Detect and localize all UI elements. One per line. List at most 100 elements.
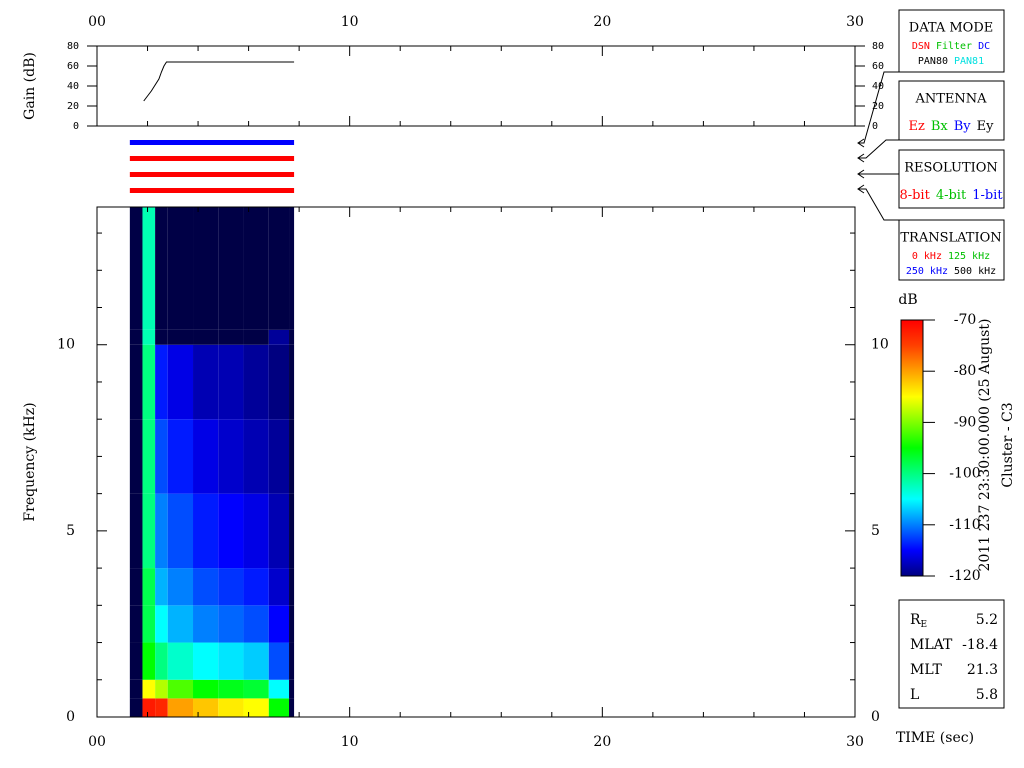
status-bar [129, 172, 295, 177]
side-text: Cluster - C3 [1000, 402, 1016, 487]
info-value: 21.3 [967, 662, 998, 678]
heatmap-cell [243, 344, 269, 420]
heatmap-cell [193, 698, 219, 717]
box-row: DSN Filter DC [912, 41, 990, 52]
heatmap-cell [218, 642, 244, 680]
heatmap-cell [243, 698, 269, 717]
box-item: DC [978, 41, 990, 52]
heatmap-cell [268, 605, 290, 643]
colorbar-tick-label: -110 [949, 517, 980, 533]
box-frame [898, 9, 1005, 73]
heatmap-cell [268, 344, 290, 420]
y-tick-label: 20 [872, 101, 884, 112]
gain-frame [96, 45, 856, 127]
heatmap-cell [218, 679, 244, 699]
box-item: Ez [909, 119, 925, 134]
heatmap-cell [268, 642, 290, 680]
info-value: 5.8 [976, 687, 998, 703]
heatmap-cell [129, 568, 143, 606]
box-title: RESOLUTION [904, 161, 998, 176]
heatmap-cell [129, 207, 143, 330]
heatmap-cell [193, 344, 219, 420]
x-axis-label: TIME (sec) [896, 730, 974, 746]
x-tick-label: 30 [846, 14, 864, 30]
heatmap-cell [142, 207, 156, 330]
heatmap-cell [268, 679, 290, 699]
heatmap-cell [155, 698, 168, 717]
heatmap-cell [243, 493, 269, 569]
x-tick-label: 00 [88, 734, 106, 750]
info-label-text: R [910, 612, 921, 628]
heatmap-cell [155, 419, 168, 494]
info-label: RE [910, 612, 927, 630]
heatmap-cell [289, 568, 295, 606]
heatmap-cell [218, 344, 244, 420]
box-frame [898, 219, 1005, 281]
heatmap-cell [155, 329, 168, 345]
y-tick-label: 10 [871, 337, 889, 353]
y-tick-label: 0 [872, 121, 878, 132]
y-tick-label: 0 [66, 709, 75, 725]
heatmap-cell [218, 329, 244, 345]
heatmap-cell [167, 568, 194, 606]
y-tick-label: 0 [73, 121, 79, 132]
x-tick-label: 00 [88, 14, 106, 30]
heatmap-cell [129, 698, 143, 717]
heatmap-cell [142, 419, 156, 494]
heatmap-cell [218, 419, 244, 494]
box-item: 125 kHz [948, 251, 990, 262]
x-tick-label: 30 [846, 734, 864, 750]
heatmap-cell [218, 698, 244, 717]
colorbar-title: dB [898, 292, 917, 308]
heatmap-cell [193, 605, 219, 643]
box-title: TRANSLATION [900, 231, 1001, 246]
heatmap-cell [218, 207, 244, 330]
y-tick-label: 40 [67, 81, 79, 92]
info-frame [898, 599, 1005, 709]
heatmap-cell [243, 679, 269, 699]
status-bar [129, 140, 295, 145]
heatmap-cell [142, 493, 156, 569]
box-row: 0 kHz 125 kHz [912, 251, 990, 262]
heatmap-cell [193, 207, 219, 330]
y-axis-label: Gain (dB) [22, 52, 38, 120]
y-tick-label: 60 [872, 61, 884, 72]
colorbar-tick-label: -70 [954, 312, 977, 328]
box-item: 1-bit [972, 188, 1003, 203]
info-value: 5.2 [976, 612, 998, 628]
heatmap-cell [289, 419, 295, 494]
box-item: 500 kHz [954, 266, 996, 277]
heatmap-cell [289, 642, 295, 680]
heatmap-cell [167, 419, 194, 494]
heatmap-cell [155, 344, 168, 420]
gain-line [143, 61, 295, 102]
x-tick-label: 20 [593, 14, 611, 30]
x-tick-label: 10 [341, 14, 359, 30]
y-tick-label: 20 [67, 101, 79, 112]
heatmap-cell [268, 419, 290, 494]
box-item: 0 kHz [912, 251, 942, 262]
info-label: MLT [910, 662, 942, 678]
box-title: DATA MODE [909, 21, 993, 36]
heatmap-cell [243, 642, 269, 680]
heatmap-cell [243, 568, 269, 606]
box-item: PAN81 [954, 56, 984, 67]
heatmap-cell [193, 642, 219, 680]
info-value: -18.4 [962, 637, 998, 653]
heatmap-cell [289, 329, 295, 345]
info-label: L [910, 687, 919, 703]
heatmap-cell [142, 329, 156, 345]
heatmap-cell [268, 698, 290, 717]
heatmap-cell [129, 679, 143, 699]
info-label-sub: E [921, 620, 928, 630]
heatmap-cell [155, 679, 168, 699]
box-item: DSN [912, 41, 930, 52]
heatmap-cell [268, 568, 290, 606]
heatmap-cell [167, 329, 194, 345]
info-label-text: L [910, 687, 919, 703]
heatmap-cell [193, 329, 219, 345]
heatmap-cell [167, 605, 194, 643]
heatmap-cell [155, 642, 168, 680]
heatmap-cell [142, 698, 156, 717]
